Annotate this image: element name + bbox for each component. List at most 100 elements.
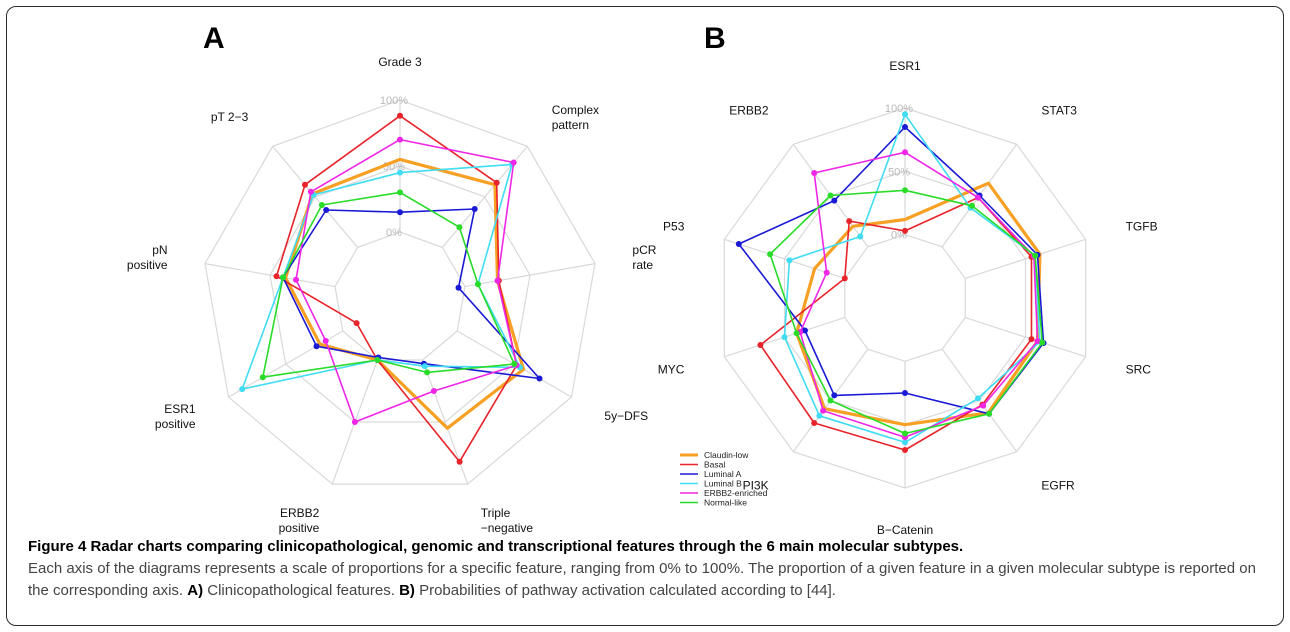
series-luminal-b-point (397, 169, 403, 176)
caption-body: Each axis of the diagrams represents a s… (28, 560, 1256, 599)
series-normal-like-point (259, 374, 266, 381)
axis-label-stat3: STAT3 (1041, 103, 1077, 117)
series-erbb2-enriched-point (1034, 338, 1041, 345)
axis-label-erbb2: ERBB2 (729, 103, 769, 117)
series-normal-like-point (318, 202, 325, 208)
axis-label-myc: MYC (658, 363, 685, 377)
series-luminal-b-point (816, 412, 823, 419)
series-erbb2-enriched-point (823, 269, 830, 276)
series-normal-like-point (475, 281, 481, 288)
radar-chart-b: 0%50%100%ESR1STAT3TGFBSRCEGFRB−CateninPI… (658, 59, 1158, 537)
series-erbb2-enriched-point (351, 419, 358, 425)
series-claudin-low-line (794, 181, 1042, 427)
series-erbb2-enriched-point (307, 188, 314, 195)
series-luminal-b-point (857, 233, 864, 240)
series-luminal-a-point (323, 207, 330, 213)
series-luminal-a-point (831, 392, 838, 399)
series-erbb2-enriched-point (430, 388, 437, 394)
axis-label-egfr: EGFR (1041, 479, 1075, 493)
series-basal-point (757, 342, 764, 348)
series-basal-point (841, 275, 848, 282)
series-erbb2-enriched-point (820, 407, 827, 414)
axis-label-esr1-positive: ESR1 positive (155, 402, 196, 431)
axis-label-tgfb: TGFB (1126, 219, 1158, 233)
series-luminal-b-point (975, 395, 981, 402)
panel-a-letter: A (203, 22, 225, 55)
legend-label-claudin-low: Claudin-low (704, 450, 749, 460)
axis-label-grade-3: Grade 3 (378, 55, 422, 69)
figure-frame (6, 6, 1284, 626)
series-basal-point (273, 273, 280, 280)
series-luminal-b-point (781, 334, 788, 341)
grid-ring-0 (844, 234, 966, 362)
ring-label: 100% (380, 95, 408, 107)
series-luminal-a-point (735, 241, 742, 247)
ring-label: 50% (888, 166, 910, 178)
axis-label-triple-negative: Triple −negative (481, 506, 534, 535)
series-luminal-b-point (786, 257, 793, 264)
axis-label-src: SRC (1126, 363, 1152, 377)
series-luminal-a-point (397, 209, 403, 216)
series-luminal-b-point (902, 111, 908, 118)
series-basal-point (353, 320, 360, 327)
series-normal-like-point (767, 251, 774, 258)
axis-spoke (464, 263, 596, 288)
ring-label: 100% (885, 103, 913, 115)
legend-label-basal: Basal (704, 460, 725, 470)
series-basal-line (275, 115, 518, 463)
series-erbb2-enriched-point (811, 170, 818, 176)
series-normal-like-point (456, 224, 463, 231)
series-normal-like-point (793, 330, 800, 337)
legend-label-luminal-b: Luminal B (704, 479, 742, 489)
series-luminal-b-point (902, 439, 908, 446)
series-normal-like-point (902, 187, 908, 194)
axis-spoke (965, 238, 1086, 279)
series-basal-point (1028, 336, 1035, 343)
series-normal-like-point (827, 397, 834, 404)
axis-spoke (204, 263, 336, 288)
series-normal-like-point (280, 274, 286, 281)
series-erbb2-enriched-point (902, 149, 908, 156)
axis-label-erbb2-positive: ERBB2 positive (279, 506, 320, 535)
axis-spoke (965, 317, 1086, 358)
legend-label-luminal-a: Luminal A (704, 469, 742, 479)
axis-label-pn-positive: pN positive (127, 243, 168, 272)
series-luminal-a-point (455, 284, 462, 291)
series-basal-point (902, 227, 908, 234)
series-erbb2-enriched-point (510, 159, 517, 166)
series-erbb2-enriched-point (980, 402, 987, 409)
series-normal-like-point (397, 189, 403, 196)
series-luminal-a-point (902, 124, 908, 130)
series-normal-like-line (261, 191, 516, 379)
series-luminal-a-point (831, 197, 838, 204)
series-normal-like-point (374, 357, 381, 363)
axis-label-complex-pattern: Complex pattern (552, 103, 599, 132)
series-basal-point (493, 179, 500, 186)
series-luminal-a-point (902, 390, 908, 396)
series-erbb2-enriched-point (494, 277, 501, 284)
axis-label-5y-dfs: 5y−DFS (604, 409, 648, 423)
caption-a-text: Clinicopathological features. (207, 582, 395, 599)
axis-label-esr1: ESR1 (889, 59, 921, 73)
series-basal-point (902, 447, 908, 453)
series-basal-point (397, 112, 403, 119)
series-normal-like-point (1032, 252, 1039, 259)
series-normal-like-point (827, 192, 834, 199)
caption-a-ref: A) (187, 582, 204, 599)
legend-label-erbb2-enriched: ERBB2-enriched (704, 488, 768, 498)
axis-label-p53: P53 (663, 219, 685, 233)
series-erbb2-enriched-point (975, 194, 981, 201)
series-erbb2-enriched-point (397, 136, 403, 143)
series-normal-like-point (1039, 339, 1046, 346)
series-luminal-a-point (536, 375, 543, 382)
axis-label-pi3k: PI3K (743, 479, 769, 493)
series-erbb2-enriched-line (295, 138, 518, 423)
series-basal-point (846, 218, 853, 225)
series-erbb2-enriched-point (322, 337, 329, 344)
caption-b-ref: B) (399, 582, 415, 599)
figure-caption: Figure 4 Radar charts comparing clinicop… (28, 536, 1264, 602)
series-erbb2-enriched-point (293, 276, 299, 283)
series-normal-like-point (986, 410, 993, 417)
series-basal-point (456, 458, 463, 465)
